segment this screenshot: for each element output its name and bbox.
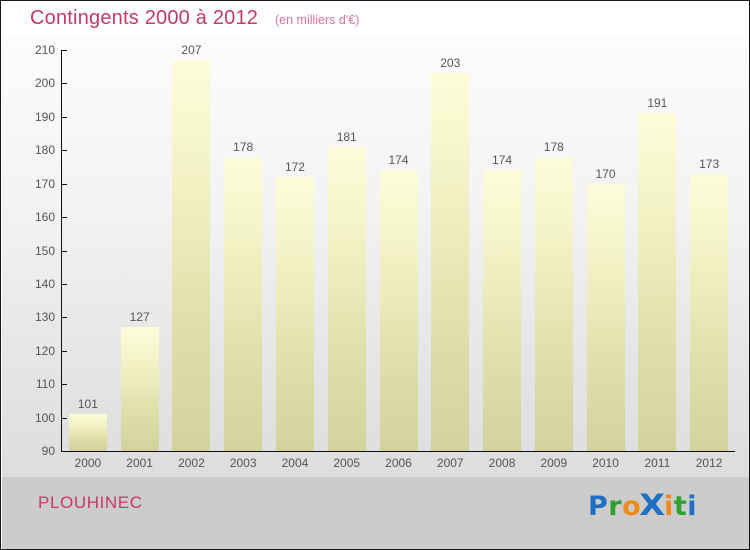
bar-value-label: 178 (543, 139, 564, 154)
bar-2000[interactable] (68, 414, 107, 451)
logo-letter-i: i (687, 491, 697, 522)
bar-value-label: 191 (647, 96, 668, 111)
x-tick-label-2009: 2009 (540, 456, 568, 470)
bar-value-label: 181 (336, 129, 357, 144)
x-tick-label-2012: 2012 (695, 456, 723, 470)
y-tick-label: 160 (34, 210, 55, 225)
y-tick-mark (61, 384, 67, 386)
x-tick-label-2005: 2005 (333, 456, 361, 470)
bar-value-label: 207 (181, 43, 202, 58)
y-tick-label: 140 (34, 276, 55, 291)
bar-2011[interactable] (638, 113, 677, 451)
logo-letter-o: o (622, 491, 642, 522)
proxiti-logo[interactable]: ProXiti (588, 488, 697, 522)
y-tick-mark (61, 250, 67, 252)
bar-2005[interactable] (327, 146, 366, 451)
bar-2004[interactable] (275, 176, 314, 451)
logo-letter-i: i (664, 491, 674, 522)
y-tick-mark (61, 183, 67, 185)
y-tick-label: 100 (34, 410, 55, 425)
y-tick-mark (61, 350, 67, 352)
page-title: Contingents 2000 à 2012 (30, 7, 259, 29)
bar-value-label: 178 (233, 139, 254, 154)
x-tick-label-2006: 2006 (385, 456, 412, 470)
bar-2010[interactable] (586, 183, 625, 451)
bar-2002[interactable] (172, 60, 211, 451)
bar-2003[interactable] (224, 156, 263, 451)
x-tick-label-2011: 2011 (644, 456, 671, 470)
logo-letter-t: t (673, 491, 688, 522)
bar-value-label: 174 (492, 153, 513, 168)
bar-value-label: 101 (77, 397, 98, 412)
plot-area: 90 100 110 120 130 140 150 160 170 180 190 200 210 1… (2, 37, 749, 477)
y-tick-mark (61, 283, 67, 285)
x-tick-label-2007: 2007 (436, 456, 464, 470)
bar-2001[interactable] (120, 327, 159, 451)
x-axis-line (61, 451, 735, 452)
x-tick-label-2002: 2002 (178, 456, 205, 470)
commune-name-label: PLOUHINEC (38, 493, 143, 512)
y-tick-mark (61, 317, 67, 319)
logo-letter-X: X (639, 488, 666, 522)
bar-2007[interactable] (431, 73, 470, 451)
bar-2006[interactable] (379, 170, 418, 451)
y-tick-mark (61, 217, 67, 219)
chart-header: Contingents 2000 à 2012 (en milliers d'€… (1, 1, 749, 37)
y-tick-label: 150 (34, 243, 55, 258)
y-tick-label: 210 (34, 43, 55, 57)
x-tick-label-2004: 2004 (281, 456, 309, 470)
y-tick-mark (61, 50, 67, 51)
logo-letter-r: r (608, 491, 623, 522)
bar-value-label: 172 (284, 159, 305, 174)
bar-value-label: 127 (129, 310, 150, 325)
x-tick-label-2000: 2000 (74, 456, 102, 470)
bar-value-label: 173 (699, 156, 720, 171)
chart-footer: PLOUHINEC ProXiti (2, 477, 749, 549)
bar-value-label: 174 (388, 153, 409, 168)
y-tick-mark (61, 150, 67, 152)
x-tick-label-2010: 2010 (592, 456, 619, 470)
logo-letter-P: P (588, 491, 609, 522)
y-tick-label: 120 (34, 343, 55, 358)
y-tick-label: 200 (34, 76, 55, 91)
x-tick-label-2008: 2008 (488, 456, 516, 470)
bar-value-label: 203 (440, 56, 461, 71)
y-tick-label: 90 (41, 444, 55, 458)
x-tick-label-2003: 2003 (229, 456, 257, 470)
y-tick-mark (61, 83, 67, 85)
y-tick-mark (61, 116, 67, 118)
y-tick-mark (61, 417, 67, 419)
y-tick-label: 180 (34, 143, 55, 158)
y-tick-mark (61, 451, 67, 452)
x-tick-label-2001: 2001 (126, 456, 153, 470)
bar-2012[interactable] (690, 173, 729, 451)
y-tick-label: 130 (34, 310, 55, 325)
bar-2009[interactable] (534, 156, 573, 451)
bar-2008[interactable] (483, 170, 522, 451)
y-tick-label: 170 (34, 176, 55, 191)
bar-value-label: 170 (595, 166, 616, 181)
chart-subtitle: (en milliers d'€) (275, 13, 360, 27)
y-tick-label: 110 (35, 377, 55, 392)
y-tick-label: 190 (34, 109, 55, 124)
